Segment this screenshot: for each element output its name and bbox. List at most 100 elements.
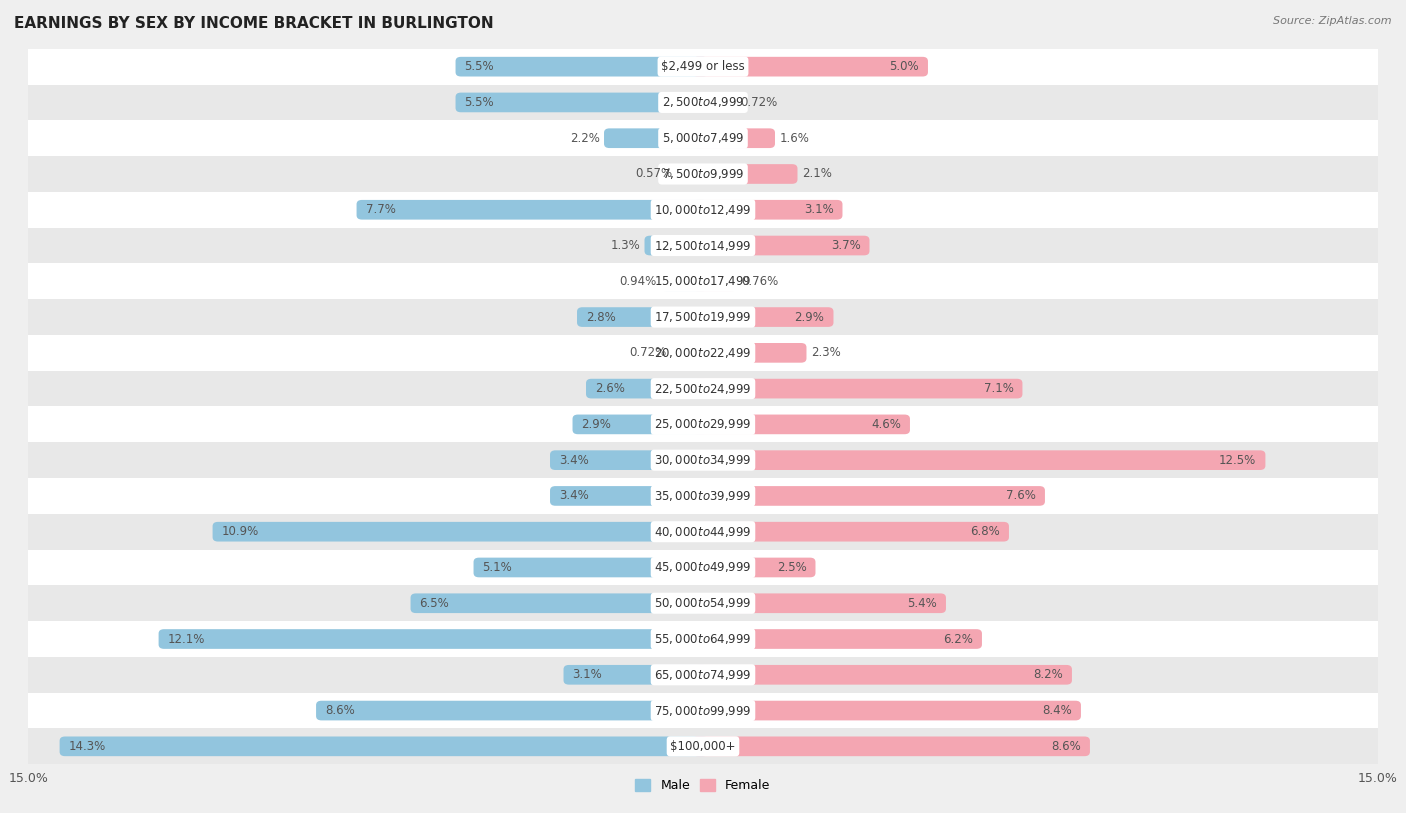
Text: 8.6%: 8.6% (1052, 740, 1081, 753)
Text: 10.9%: 10.9% (222, 525, 259, 538)
FancyBboxPatch shape (692, 737, 1090, 756)
FancyBboxPatch shape (644, 236, 709, 255)
Text: 0.72%: 0.72% (628, 346, 666, 359)
Text: 5.5%: 5.5% (464, 60, 494, 73)
Text: $5,000 to $7,499: $5,000 to $7,499 (662, 131, 744, 146)
Text: $40,000 to $44,999: $40,000 to $44,999 (654, 524, 752, 539)
FancyBboxPatch shape (661, 272, 709, 291)
Text: 8.4%: 8.4% (1042, 704, 1071, 717)
Bar (28, 514, 1378, 550)
Text: 2.9%: 2.9% (582, 418, 612, 431)
FancyBboxPatch shape (692, 593, 946, 613)
Text: $75,000 to $99,999: $75,000 to $99,999 (654, 703, 752, 718)
Text: 6.8%: 6.8% (970, 525, 1000, 538)
FancyBboxPatch shape (692, 558, 815, 577)
Text: 2.3%: 2.3% (811, 346, 841, 359)
Text: 5.0%: 5.0% (890, 60, 920, 73)
FancyBboxPatch shape (692, 379, 1022, 398)
FancyBboxPatch shape (159, 629, 709, 649)
FancyBboxPatch shape (692, 522, 1010, 541)
Text: $45,000 to $49,999: $45,000 to $49,999 (654, 560, 752, 575)
FancyBboxPatch shape (692, 236, 869, 255)
FancyBboxPatch shape (692, 486, 1045, 506)
Text: 7.1%: 7.1% (984, 382, 1014, 395)
Text: 2.9%: 2.9% (794, 311, 824, 324)
Bar (28, 621, 1378, 657)
FancyBboxPatch shape (550, 450, 709, 470)
Legend: Male, Female: Male, Female (630, 774, 776, 798)
FancyBboxPatch shape (692, 272, 737, 291)
Text: $65,000 to $74,999: $65,000 to $74,999 (654, 667, 752, 682)
Text: 3.4%: 3.4% (560, 489, 589, 502)
Text: $30,000 to $34,999: $30,000 to $34,999 (654, 453, 752, 467)
Text: 3.1%: 3.1% (572, 668, 602, 681)
FancyBboxPatch shape (692, 307, 834, 327)
Bar (28, 228, 1378, 263)
Text: 0.76%: 0.76% (742, 275, 779, 288)
Text: 7.7%: 7.7% (366, 203, 395, 216)
FancyBboxPatch shape (456, 57, 709, 76)
FancyBboxPatch shape (456, 93, 709, 112)
Bar (28, 728, 1378, 764)
FancyBboxPatch shape (678, 164, 709, 184)
FancyBboxPatch shape (692, 415, 910, 434)
FancyBboxPatch shape (692, 93, 735, 112)
Bar (28, 406, 1378, 442)
Text: 2.2%: 2.2% (569, 132, 599, 145)
Text: $20,000 to $22,499: $20,000 to $22,499 (654, 346, 752, 360)
Text: 1.3%: 1.3% (610, 239, 640, 252)
Bar (28, 192, 1378, 228)
Text: 2.5%: 2.5% (776, 561, 807, 574)
Text: 5.5%: 5.5% (464, 96, 494, 109)
Text: 12.1%: 12.1% (167, 633, 205, 646)
FancyBboxPatch shape (692, 128, 775, 148)
Text: $7,500 to $9,999: $7,500 to $9,999 (662, 167, 744, 181)
Bar (28, 120, 1378, 156)
Text: $25,000 to $29,999: $25,000 to $29,999 (654, 417, 752, 432)
FancyBboxPatch shape (59, 737, 709, 756)
Text: 8.6%: 8.6% (325, 704, 354, 717)
Text: 4.6%: 4.6% (872, 418, 901, 431)
FancyBboxPatch shape (564, 665, 709, 685)
FancyBboxPatch shape (692, 701, 1081, 720)
Text: $22,500 to $24,999: $22,500 to $24,999 (654, 381, 752, 396)
FancyBboxPatch shape (357, 200, 709, 220)
FancyBboxPatch shape (212, 522, 709, 541)
Bar (28, 585, 1378, 621)
Bar (28, 693, 1378, 728)
FancyBboxPatch shape (474, 558, 709, 577)
FancyBboxPatch shape (550, 486, 709, 506)
Text: 1.6%: 1.6% (779, 132, 810, 145)
FancyBboxPatch shape (576, 307, 709, 327)
Text: 12.5%: 12.5% (1219, 454, 1257, 467)
Text: Source: ZipAtlas.com: Source: ZipAtlas.com (1274, 16, 1392, 26)
FancyBboxPatch shape (586, 379, 709, 398)
FancyBboxPatch shape (692, 629, 981, 649)
Text: $15,000 to $17,499: $15,000 to $17,499 (654, 274, 752, 289)
Text: 2.8%: 2.8% (586, 311, 616, 324)
FancyBboxPatch shape (692, 164, 797, 184)
Bar (28, 442, 1378, 478)
Text: 0.94%: 0.94% (619, 275, 657, 288)
Bar (28, 657, 1378, 693)
Bar (28, 263, 1378, 299)
Text: 0.57%: 0.57% (636, 167, 673, 180)
Text: 3.4%: 3.4% (560, 454, 589, 467)
Text: $2,499 or less: $2,499 or less (661, 60, 745, 73)
Bar (28, 371, 1378, 406)
Text: 5.1%: 5.1% (482, 561, 512, 574)
Bar (28, 49, 1378, 85)
Text: 2.1%: 2.1% (801, 167, 832, 180)
FancyBboxPatch shape (692, 343, 807, 363)
Bar (28, 299, 1378, 335)
FancyBboxPatch shape (316, 701, 709, 720)
Text: $2,500 to $4,999: $2,500 to $4,999 (662, 95, 744, 110)
Text: 5.4%: 5.4% (907, 597, 936, 610)
Text: 0.72%: 0.72% (740, 96, 778, 109)
FancyBboxPatch shape (605, 128, 709, 148)
Text: 6.5%: 6.5% (419, 597, 450, 610)
FancyBboxPatch shape (572, 415, 709, 434)
FancyBboxPatch shape (692, 57, 928, 76)
Text: $10,000 to $12,499: $10,000 to $12,499 (654, 202, 752, 217)
FancyBboxPatch shape (692, 200, 842, 220)
